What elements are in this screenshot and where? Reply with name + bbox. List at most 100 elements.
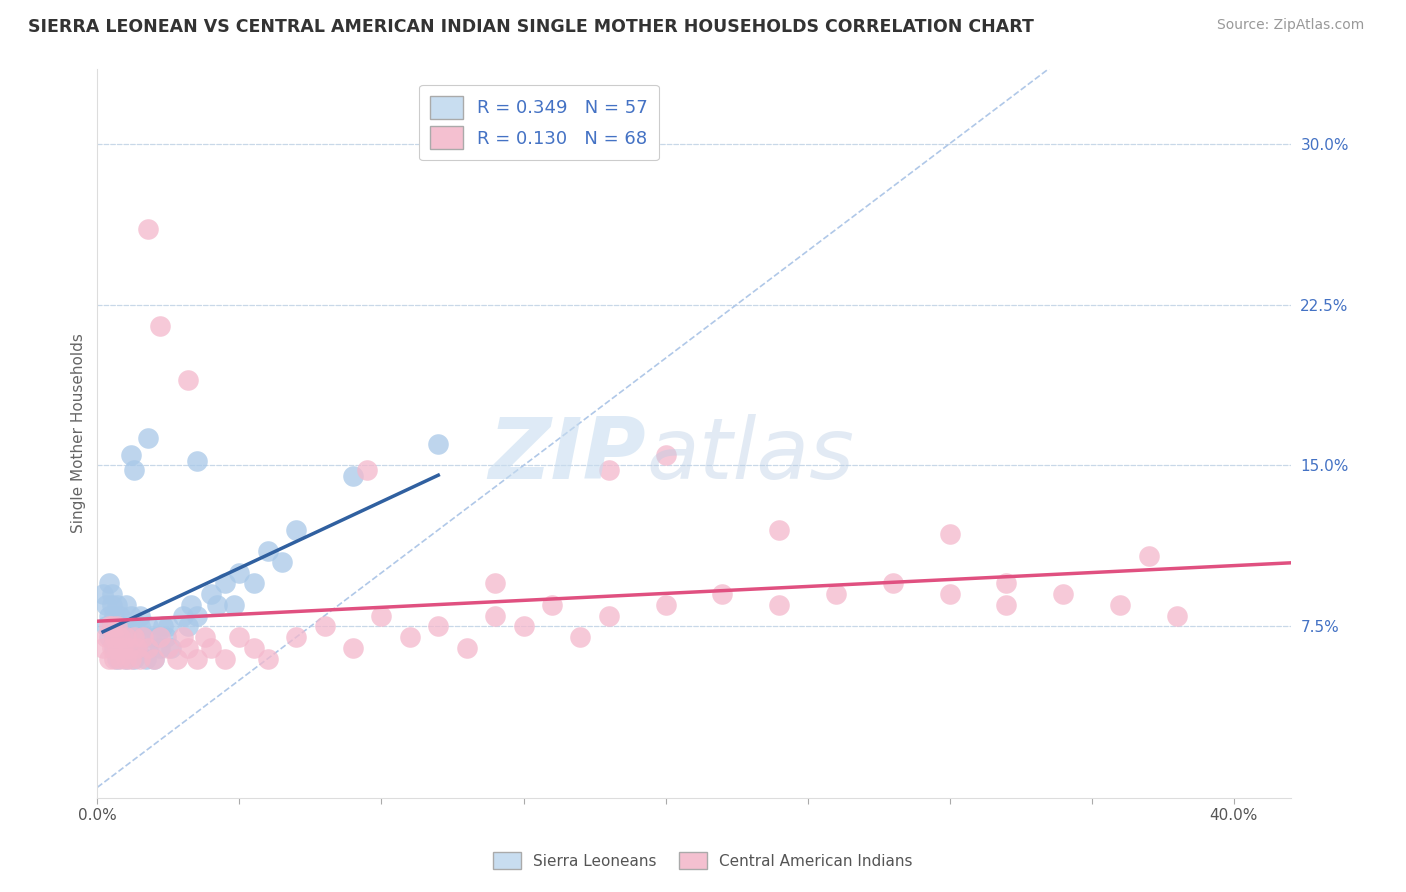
Point: [105, 640, 128, 655]
Point: [228, 566, 250, 580]
Point: [342, 469, 364, 483]
Point: [882, 576, 904, 591]
Point: [995, 598, 1018, 612]
Point: [427, 619, 450, 633]
Point: [138, 431, 160, 445]
Point: [285, 630, 308, 644]
Point: [97, 608, 120, 623]
Point: [160, 640, 183, 655]
Point: [228, 630, 250, 644]
Point: [105, 598, 128, 612]
Text: atlas: atlas: [647, 414, 855, 497]
Point: [512, 619, 534, 633]
Point: [141, 630, 163, 644]
Point: [194, 630, 217, 644]
Point: [127, 640, 149, 655]
Point: [132, 630, 155, 644]
Point: [111, 619, 134, 633]
Point: [149, 640, 172, 655]
Point: [117, 619, 139, 633]
Point: [97, 630, 120, 644]
Point: [152, 619, 174, 633]
Point: [177, 373, 200, 387]
Point: [108, 608, 131, 623]
Point: [157, 640, 180, 655]
Point: [214, 651, 236, 665]
Point: [105, 619, 128, 633]
Point: [1052, 587, 1074, 601]
Point: [143, 651, 166, 665]
Point: [598, 608, 620, 623]
Point: [938, 587, 960, 601]
Point: [114, 651, 136, 665]
Point: [91, 587, 114, 601]
Point: [124, 630, 146, 644]
Point: [97, 576, 120, 591]
Point: [97, 651, 120, 665]
Point: [149, 630, 172, 644]
Point: [138, 222, 160, 236]
Point: [200, 640, 222, 655]
Point: [598, 463, 620, 477]
Point: [120, 448, 142, 462]
Point: [138, 640, 160, 655]
Point: [103, 630, 125, 644]
Point: [1137, 549, 1160, 563]
Point: [105, 651, 128, 665]
Point: [157, 619, 180, 633]
Point: [111, 640, 134, 655]
Point: [97, 619, 120, 633]
Legend: Sierra Leoneans, Central American Indians: Sierra Leoneans, Central American Indian…: [488, 846, 918, 875]
Point: [105, 619, 128, 633]
Point: [100, 619, 122, 633]
Point: [103, 640, 125, 655]
Point: [155, 630, 177, 644]
Point: [541, 598, 564, 612]
Point: [200, 587, 222, 601]
Point: [114, 598, 136, 612]
Point: [271, 555, 294, 569]
Point: [484, 608, 506, 623]
Point: [654, 598, 676, 612]
Point: [149, 318, 172, 333]
Point: [995, 576, 1018, 591]
Point: [768, 523, 790, 537]
Text: Source: ZipAtlas.com: Source: ZipAtlas.com: [1216, 18, 1364, 32]
Point: [569, 630, 592, 644]
Point: [242, 640, 264, 655]
Point: [256, 544, 278, 558]
Point: [256, 651, 278, 665]
Point: [94, 630, 117, 644]
Point: [484, 576, 506, 591]
Point: [938, 527, 960, 541]
Point: [186, 608, 208, 623]
Point: [111, 640, 134, 655]
Point: [114, 651, 136, 665]
Point: [242, 576, 264, 591]
Point: [129, 619, 152, 633]
Point: [108, 630, 131, 644]
Point: [825, 587, 848, 601]
Point: [94, 598, 117, 612]
Point: [172, 608, 194, 623]
Point: [143, 651, 166, 665]
Text: SIERRA LEONEAN VS CENTRAL AMERICAN INDIAN SINGLE MOTHER HOUSEHOLDS CORRELATION C: SIERRA LEONEAN VS CENTRAL AMERICAN INDIA…: [28, 18, 1033, 36]
Point: [103, 630, 125, 644]
Point: [356, 463, 378, 477]
Point: [768, 598, 790, 612]
Text: ZIP: ZIP: [489, 414, 647, 497]
Point: [132, 630, 155, 644]
Point: [285, 523, 308, 537]
Point: [222, 598, 245, 612]
Point: [654, 448, 676, 462]
Point: [124, 463, 146, 477]
Point: [100, 640, 122, 655]
Point: [166, 651, 188, 665]
Point: [138, 619, 160, 633]
Point: [342, 640, 364, 655]
Point: [100, 598, 122, 612]
Point: [138, 640, 160, 655]
Point: [108, 630, 131, 644]
Legend: R = 0.349   N = 57, R = 0.130   N = 68: R = 0.349 N = 57, R = 0.130 N = 68: [419, 85, 658, 161]
Point: [120, 651, 142, 665]
